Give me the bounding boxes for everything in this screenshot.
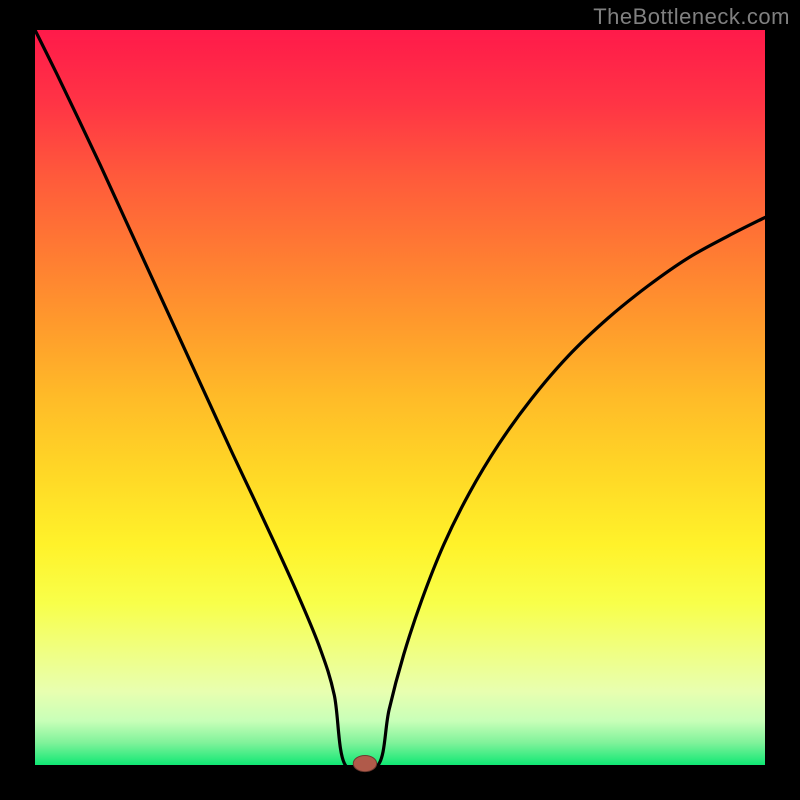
plot-area (35, 30, 765, 765)
optimum-marker (353, 755, 376, 771)
bottleneck-chart (0, 0, 800, 800)
stage: TheBottleneck.com (0, 0, 800, 800)
watermark-text: TheBottleneck.com (593, 4, 790, 30)
